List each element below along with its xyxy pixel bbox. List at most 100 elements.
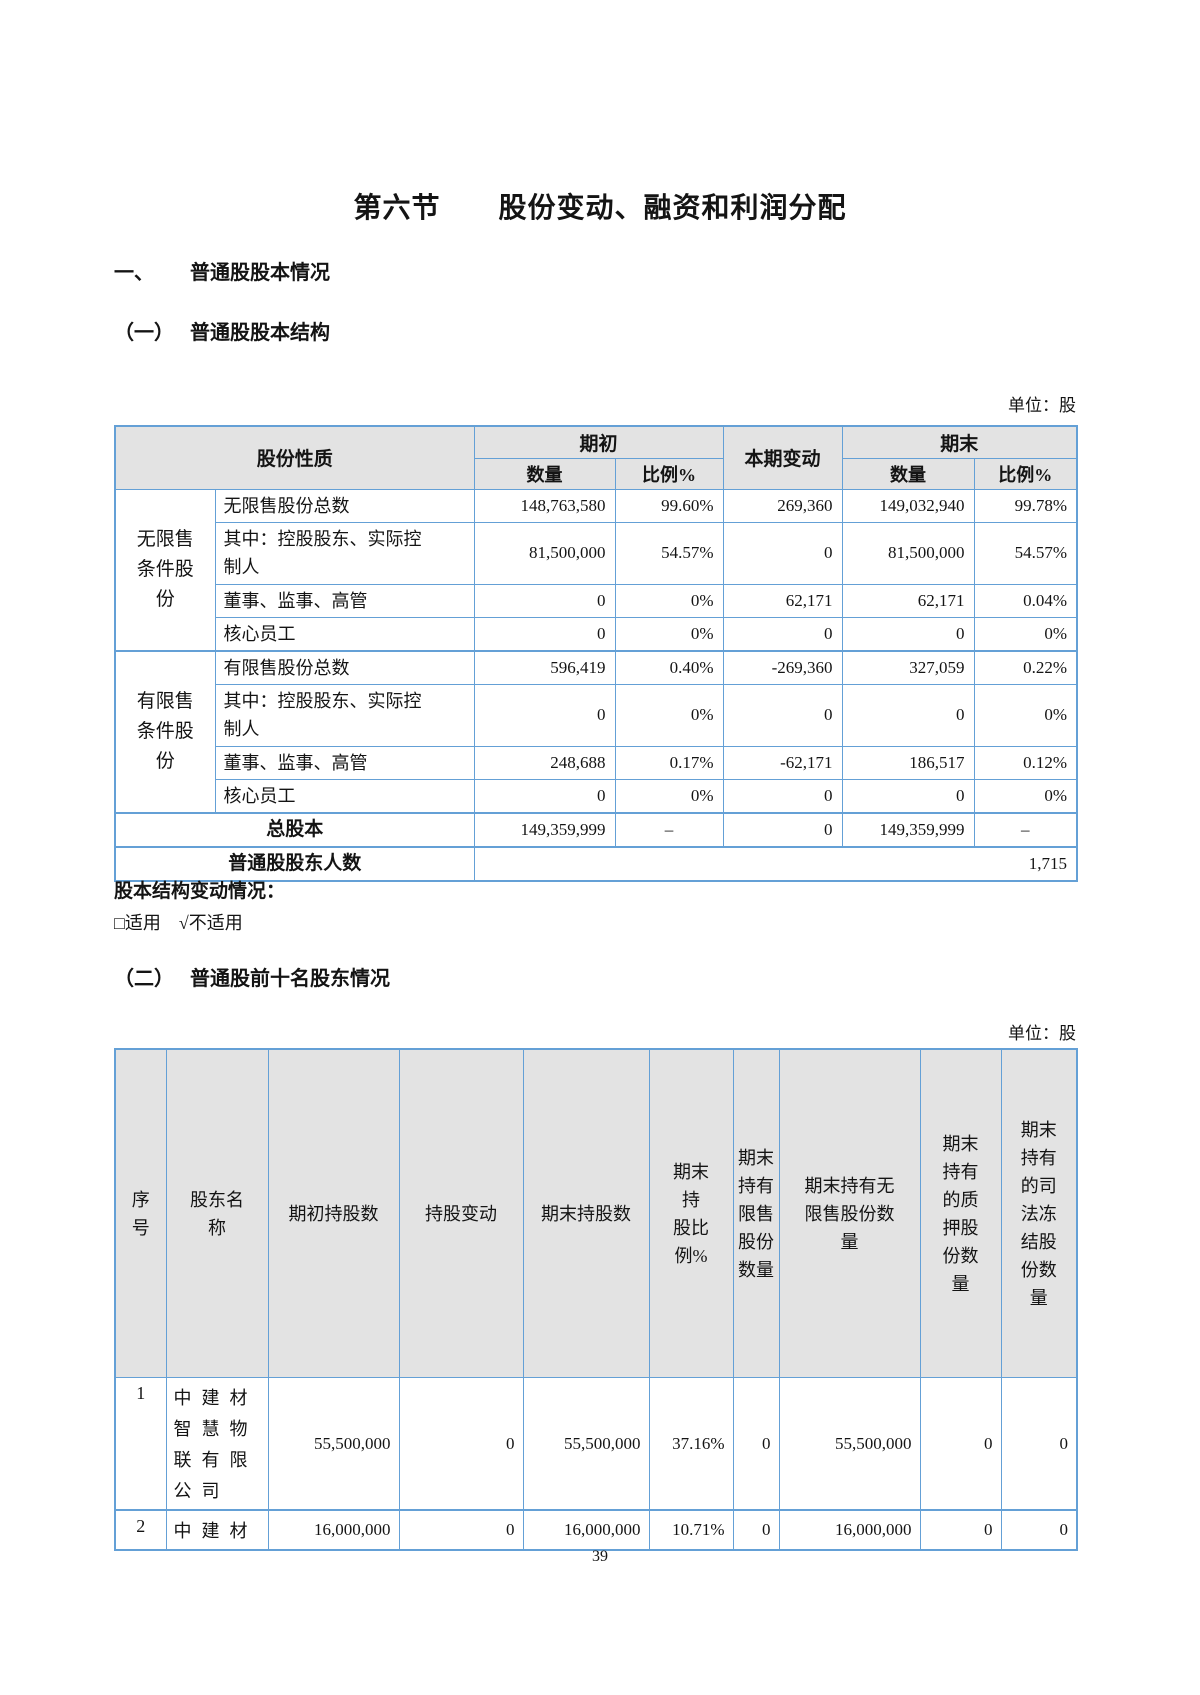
row-label: 董事、监事、高管: [214, 583, 475, 618]
cell-final-shares: 55,500,000: [522, 1377, 650, 1511]
cell-pct-end: 0%: [973, 683, 1078, 747]
row-label: 核心员工: [214, 616, 475, 651]
col-header-shareholder-name: 股东名 称: [165, 1048, 269, 1378]
table-row: 董事、监事、高管 248,688 0.17% -62,171 186,517 0…: [115, 745, 1078, 780]
cell-change: 0: [722, 521, 843, 585]
cell-qty-begin: 148,763,580: [473, 488, 616, 523]
cell-qty-begin: 81,500,000: [473, 521, 616, 585]
cell-qty-end: 0: [841, 683, 975, 747]
cell-final-shares: 16,000,000: [522, 1509, 650, 1551]
cell-pct-end: 99.78%: [973, 488, 1078, 523]
cell-pct-begin: 99.60%: [614, 488, 724, 523]
cell-qty-begin: 0: [473, 583, 616, 618]
cell-qty-end: 149,032,940: [841, 488, 975, 523]
cell-pct-end: 0.04%: [973, 583, 1078, 618]
cell-share-change: 0: [398, 1509, 524, 1551]
cell-pct-end: 0.12%: [973, 745, 1078, 780]
cell-frozen-shares: 0: [1000, 1509, 1078, 1551]
cell-pct-end: 0.22%: [973, 649, 1078, 685]
col-header-pct: 比例%: [973, 457, 1078, 490]
cell-shareholder-name: 中建材智慧物联有限公司: [165, 1377, 269, 1511]
cell-qty-begin: 248,688: [473, 745, 616, 780]
cell-qty-begin: 0: [473, 683, 616, 747]
col-header-pledged-shares: 期末 持有 的质 押股 份数 量: [919, 1048, 1002, 1378]
cell-pct-end: –: [973, 811, 1078, 847]
cell-qty-begin: 0: [473, 778, 616, 813]
cell-qty-begin: 0: [473, 616, 616, 651]
cell-pct-begin: 54.57%: [614, 521, 724, 585]
table-row: 有限售条件股份 有限售股份总数 596,419 0.40% -269,360 3…: [114, 649, 1078, 813]
col-header-period-begin: 期初: [473, 425, 724, 459]
total-row: 总股本 149,359,999 – 0 149,359,999 –: [114, 811, 1078, 847]
table-row: 核心员工 0 0% 0 0 0%: [115, 616, 1078, 651]
cell-pct-begin: 0%: [614, 616, 724, 651]
cell-pct-begin: 0%: [614, 683, 724, 747]
shareholder-row: 2 中建材 16,000,000 0 16,000,000 10.71% 0 1…: [114, 1509, 1078, 1551]
cell-change: -269,360: [722, 649, 843, 685]
holders-count-row: 普通股股东人数 1,715: [114, 845, 1078, 881]
cell-qty-end: 0: [841, 616, 975, 651]
page-number: 39: [592, 1548, 608, 1565]
cell-pct-end: 54.57%: [973, 521, 1078, 585]
cell-index: 2: [114, 1509, 167, 1551]
col-header-frozen-shares: 期末 持有 的司 法冻 结股 份数 量: [1000, 1048, 1078, 1378]
top-shareholders-table: 序 号 股东名 称 期初持股数 持股变动 期末持股数 期末 持 股比 例% 期末…: [114, 1048, 1078, 1551]
row-label: 其中：控股股东、实际控 制人: [214, 683, 475, 747]
cell-frozen-shares: 0: [1000, 1377, 1078, 1511]
unit-label: 单位：股: [1008, 396, 1076, 415]
cell-shareholder-name: 中建材: [165, 1509, 269, 1551]
cell-final-pct: 37.16%: [648, 1377, 734, 1511]
cell-pct-begin: 0.17%: [614, 745, 724, 780]
section-number: （一）: [114, 322, 174, 344]
table-row: 其中：控股股东、实际控 制人 0 0% 0 0 0%: [115, 683, 1078, 747]
col-header-period-end: 期末: [841, 425, 1078, 459]
section-title: 普通股股本结构: [190, 322, 330, 344]
group-label-unrestricted: 无限售条件股份: [114, 488, 216, 651]
col-header-final-pct: 期末 持 股比 例%: [648, 1048, 734, 1378]
section-heading-1: 一、 普通股股本情况: [114, 256, 330, 285]
cell-index: 1: [114, 1377, 167, 1511]
cell-change: 0: [722, 683, 843, 747]
col-header-qty: 数量: [841, 457, 975, 490]
table-row: 董事、监事、高管 0 0% 62,171 62,171 0.04%: [115, 583, 1078, 618]
table-row: 其中：控股股东、实际控 制人 81,500,000 54.57% 0 81,50…: [115, 521, 1078, 585]
col-header-initial-shares: 期初持股数: [267, 1048, 400, 1378]
cell-change: 0: [722, 616, 843, 651]
cell-initial-shares: 16,000,000: [267, 1509, 400, 1551]
cell-change: 0: [722, 811, 843, 847]
share-structure-table: 股份性质 期初 本期变动 期末 数量 比例% 数量 比例% 无限售条件股份 无限…: [114, 425, 1079, 882]
applicability-line: □适用 √不适用: [114, 913, 243, 933]
cell-final-pct: 10.71%: [648, 1509, 734, 1551]
row-label: 董事、监事、高管: [214, 745, 475, 780]
cell-pct-begin: –: [614, 811, 724, 847]
cell-unrestricted-shares: 16,000,000: [778, 1509, 921, 1551]
section-number: 一、: [114, 262, 154, 284]
doc-title: 第六节 股份变动、融资和利润分配: [353, 193, 847, 224]
col-header-index: 序 号: [114, 1048, 167, 1378]
cell-qty-begin: 149,359,999: [473, 811, 616, 847]
cell-pct-end: 0%: [973, 778, 1078, 813]
cell-change: 0: [722, 778, 843, 813]
col-header-restricted-shares: 期末持有限售股份数量: [732, 1048, 780, 1378]
cell-pct-begin: 0.40%: [614, 649, 724, 685]
shareholder-row: 1 中建材智慧物联有限公司 55,500,000 0 55,500,000 37…: [114, 1377, 1078, 1511]
unit-label: 单位：股: [1008, 1024, 1076, 1043]
header-row: 序 号 股东名 称 期初持股数 持股变动 期末持股数 期末 持 股比 例% 期末…: [114, 1048, 1078, 1378]
table-row: 核心员工 0 0% 0 0 0%: [115, 778, 1078, 813]
section-heading-1-1: （一） 普通股股本结构: [114, 316, 330, 345]
cell-change: -62,171: [722, 745, 843, 780]
col-header-share-nature: 股份性质: [114, 425, 475, 490]
cell-change: 62,171: [722, 583, 843, 618]
section-heading-1-2: （二） 普通股前十名股东情况: [114, 962, 390, 991]
cell-qty-end: 62,171: [841, 583, 975, 618]
cell-pct-end: 0%: [973, 616, 1078, 651]
cell-restricted-shares: 0: [732, 1377, 780, 1511]
section-title: 普通股股本情况: [190, 262, 330, 284]
cell-unrestricted-shares: 55,500,000: [778, 1377, 921, 1511]
cell-initial-shares: 55,500,000: [267, 1377, 400, 1511]
cell-qty-begin: 596,419: [473, 649, 616, 685]
cell-qty-end: 149,359,999: [841, 811, 975, 847]
cell-pct-begin: 0%: [614, 583, 724, 618]
row-label: 其中：控股股东、实际控 制人: [214, 521, 475, 585]
